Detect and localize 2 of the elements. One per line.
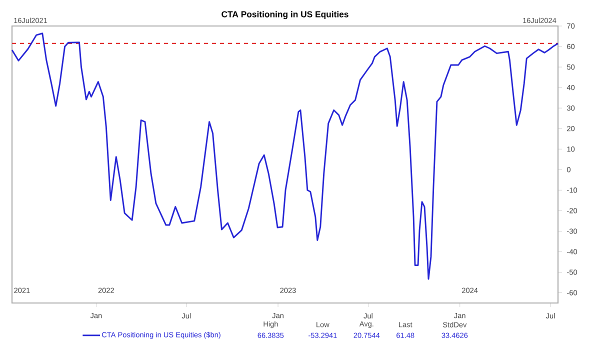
chart-title: CTA Positioning in US Equities — [222, 10, 348, 20]
line-series — [11, 32, 559, 280]
